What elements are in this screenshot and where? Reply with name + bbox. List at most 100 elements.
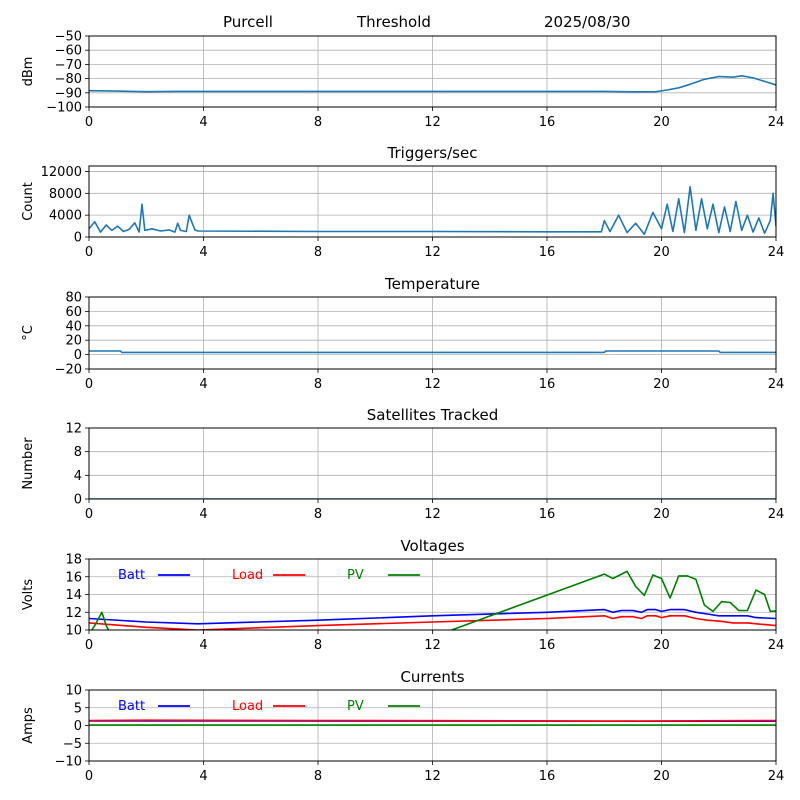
- report-date: 2025/08/30: [544, 13, 630, 31]
- y-tick-label: 20: [65, 334, 82, 349]
- series-line-main: [89, 350, 776, 354]
- x-tick-label: 24: [768, 377, 785, 392]
- station-name: Purcell: [223, 13, 273, 31]
- x-tick-label: 12: [424, 507, 441, 522]
- legend-label-batt: Batt: [118, 568, 145, 583]
- y-tick-label: 10: [65, 624, 82, 639]
- x-tick-label: 0: [85, 377, 93, 392]
- y-tick-label: 12: [65, 606, 82, 621]
- y-tick-label: 14: [65, 588, 82, 603]
- y-tick-label: 4000: [49, 209, 82, 224]
- y-tick-label: −20: [55, 363, 82, 378]
- panel-signal: 0 4 8 12 16 20 24 −100−90−80−70−60−50 dBm: [21, 30, 784, 131]
- series-line-pv: [90, 570, 776, 630]
- x-tick-label: 8: [314, 115, 322, 130]
- y-tick-label: 80: [65, 291, 82, 306]
- chart-title: Currents: [400, 668, 464, 686]
- x-tick-label: 16: [539, 769, 556, 784]
- legend-label-load: Load: [232, 568, 263, 583]
- y-axis-label: °C: [21, 325, 36, 341]
- x-tick-label: 0: [85, 769, 93, 784]
- x-tick-label: 20: [653, 377, 670, 392]
- x-tick-label: 4: [199, 115, 207, 130]
- x-tick-label: 12: [424, 769, 441, 784]
- y-tick-label: 18: [65, 553, 82, 568]
- x-tick-label: 12: [424, 115, 441, 130]
- y-tick-label: 12: [65, 422, 82, 437]
- y-tick-label: 12000: [41, 165, 82, 180]
- x-tick-label: 20: [653, 638, 670, 653]
- panel-triggers: 0 4 8 12 16 20 24 0 4000 8000 12000 Triggers/sec Cou…: [21, 144, 784, 260]
- panel-satellites: 0 4 8 12 16 20 24 0 4 8 12 Satellites Tracked Number: [21, 406, 784, 522]
- x-tick-label: 4: [199, 769, 207, 784]
- x-tick-label: 16: [539, 638, 556, 653]
- x-tick-label: 20: [653, 245, 670, 260]
- legend-label-load: Load: [232, 699, 263, 714]
- x-tick-label: 4: [199, 507, 207, 522]
- y-tick-label: 8000: [49, 187, 82, 202]
- x-tick-label: 4: [199, 377, 207, 392]
- x-tick-label: 12: [424, 638, 441, 653]
- legend-label-pv: PV: [347, 568, 364, 583]
- series-line-batt: [89, 608, 776, 625]
- x-tick-label: 16: [539, 245, 556, 260]
- y-tick-label: 5: [74, 701, 82, 716]
- series-line-load: [89, 719, 776, 722]
- y-tick-label: 10: [65, 684, 82, 699]
- x-tick-label: 24: [768, 507, 785, 522]
- chart-title: Satellites Tracked: [367, 406, 498, 424]
- x-tick-label: 24: [768, 115, 785, 130]
- y-tick-label: −80: [55, 72, 82, 87]
- y-tick-label: −50: [55, 30, 82, 45]
- x-tick-label: 4: [199, 638, 207, 653]
- y-tick-label: −90: [55, 86, 82, 101]
- chart-title: Voltages: [400, 537, 464, 555]
- x-tick-label: 8: [314, 638, 322, 653]
- y-tick-label: 0: [74, 348, 82, 363]
- y-tick-label: 0: [74, 493, 82, 508]
- series-line-main: [89, 186, 776, 236]
- y-tick-label: 0: [74, 231, 82, 246]
- y-axis-label: dBm: [21, 57, 36, 87]
- panel-voltages: 0 4 8 12 16 20 24 10 12 14 16 18 Voltages Volts Batt Lo…: [21, 537, 785, 653]
- y-axis-label: Volts: [21, 579, 36, 611]
- x-tick-label: 24: [768, 638, 785, 653]
- y-tick-label: −100: [46, 101, 82, 116]
- y-axis-label: Amps: [21, 707, 36, 744]
- x-tick-label: 4: [199, 245, 207, 260]
- x-tick-label: 20: [653, 769, 670, 784]
- x-tick-label: 24: [768, 245, 785, 260]
- series-line-main: [89, 75, 776, 93]
- x-tick-label: 16: [539, 507, 556, 522]
- x-tick-label: 8: [314, 507, 322, 522]
- x-tick-label: 12: [424, 245, 441, 260]
- x-tick-label: 8: [314, 769, 322, 784]
- x-tick-label: 0: [85, 507, 93, 522]
- x-tick-label: 20: [653, 507, 670, 522]
- x-tick-label: 8: [314, 245, 322, 260]
- chart-title: Temperature: [384, 275, 480, 293]
- x-tick-label: 16: [539, 115, 556, 130]
- legend-label-batt: Batt: [118, 699, 145, 714]
- trigger-mode: Threshold: [356, 13, 431, 31]
- x-tick-label: 0: [85, 245, 93, 260]
- x-tick-label: 16: [539, 377, 556, 392]
- y-tick-label: 60: [65, 305, 82, 320]
- y-tick-label: 0: [74, 719, 82, 734]
- y-axis-label: Count: [21, 182, 36, 221]
- x-tick-label: 12: [424, 377, 441, 392]
- y-tick-label: −60: [55, 44, 82, 59]
- x-tick-label: 20: [653, 115, 670, 130]
- x-tick-label: 0: [85, 115, 93, 130]
- x-tick-label: 24: [768, 769, 785, 784]
- chart-title: Triggers/sec: [387, 144, 478, 162]
- y-axis-label: Number: [21, 437, 36, 490]
- panel-currents: 0 4 8 12 16 20 24 −10 −5 0 5 10 Currents Amps Batt Load…: [21, 668, 784, 784]
- series-line-load: [89, 615, 776, 630]
- x-tick-label: 8: [314, 377, 322, 392]
- y-tick-label: −10: [55, 755, 82, 770]
- y-tick-label: 40: [65, 319, 82, 334]
